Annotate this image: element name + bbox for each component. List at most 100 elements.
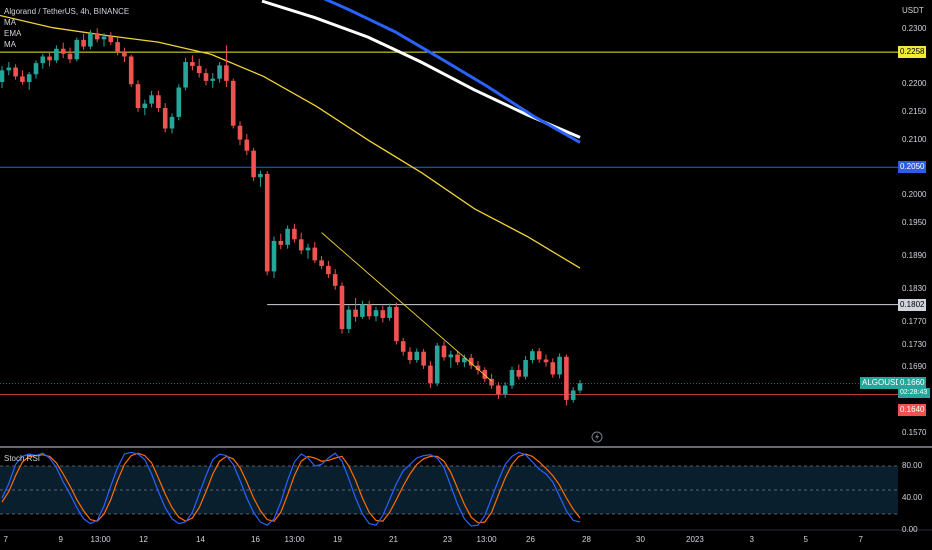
time-tick[interactable]: 21 <box>389 535 398 544</box>
candle-body <box>387 306 392 318</box>
candle-body <box>190 62 195 66</box>
time-tick[interactable]: 28 <box>582 535 591 544</box>
price-tick[interactable]: 0.1770 <box>902 317 927 327</box>
candle-body <box>414 351 420 361</box>
candle-body <box>536 351 542 360</box>
candle-body <box>203 73 209 81</box>
time-tick[interactable]: 3 <box>749 535 754 544</box>
candle-body <box>373 310 379 317</box>
candle-body <box>332 274 338 286</box>
oscillator <box>0 451 898 527</box>
candle-body <box>60 48 66 54</box>
price-tick[interactable]: 0.1690 <box>902 361 927 371</box>
price-tick[interactable]: 0.2200 <box>902 79 927 89</box>
time-tick[interactable]: 16 <box>251 535 260 544</box>
candle-body <box>135 84 141 109</box>
snapshot-button[interactable] <box>591 431 603 443</box>
price-tick[interactable]: 0.2100 <box>902 134 927 144</box>
candle-body <box>353 309 358 317</box>
current-price-tag: 0.1660 <box>898 377 926 390</box>
time-tick[interactable]: 19 <box>333 535 342 544</box>
price-tick[interactable]: 0.2300 <box>902 23 927 33</box>
time-tick[interactable]: 7 <box>858 535 863 544</box>
indicator-ema[interactable]: EMA <box>4 29 22 38</box>
time-tick[interactable]: 30 <box>636 535 645 544</box>
candle-body <box>74 39 80 60</box>
candle-body <box>502 385 508 395</box>
time-tick[interactable]: 7 <box>3 535 8 544</box>
candle-body <box>278 240 284 245</box>
time-tick[interactable]: 23 <box>443 535 452 544</box>
candle-body <box>312 247 318 261</box>
candle-body <box>421 351 426 366</box>
candle-body <box>530 351 535 361</box>
candle-body <box>346 309 352 330</box>
candle-body <box>448 354 454 358</box>
level-price-tag: 0.2050 <box>898 161 926 174</box>
time-tick[interactable]: 5 <box>803 535 808 544</box>
candle-body <box>183 62 188 88</box>
candle-body <box>251 150 256 178</box>
horizontal-levels <box>0 51 898 395</box>
oscillator-tick[interactable]: 80.00 <box>902 461 923 470</box>
time-tick[interactable]: 13:00 <box>284 535 305 544</box>
price-tick[interactable]: 0.2000 <box>902 189 927 199</box>
time-tick[interactable]: 13:00 <box>476 535 497 544</box>
candle-body <box>339 285 345 330</box>
candle-body <box>156 95 161 109</box>
candle-body <box>550 362 556 375</box>
oscillator-tick[interactable]: 40.00 <box>902 493 923 502</box>
candle-body <box>115 42 120 53</box>
price-tick[interactable]: 0.1730 <box>902 339 927 349</box>
indicator-ma-2[interactable]: MA <box>4 40 16 49</box>
candle-body <box>543 359 549 363</box>
candle-body <box>292 228 297 240</box>
price-tick[interactable]: 0.1830 <box>902 284 927 294</box>
candle-body <box>285 228 290 245</box>
lightning-icon[interactable] <box>591 431 603 443</box>
candle-body <box>40 56 46 64</box>
candle-body <box>244 139 250 151</box>
time-tick[interactable]: 2023 <box>686 535 704 544</box>
candle-body <box>577 383 583 391</box>
candle-body <box>319 260 324 266</box>
candle-body <box>6 67 12 71</box>
candle-body <box>217 65 222 79</box>
candle-body <box>305 247 311 251</box>
candle-body <box>516 370 522 377</box>
price-tick[interactable]: 0.1950 <box>902 217 927 227</box>
candle-body <box>258 173 263 178</box>
oscillator-tick[interactable]: 0.00 <box>902 525 918 534</box>
currency-label: USDT <box>902 6 924 15</box>
time-tick[interactable]: 13:00 <box>90 535 111 544</box>
time-tick[interactable]: 26 <box>526 535 535 544</box>
candle-body <box>489 378 494 386</box>
candle-body <box>523 360 528 377</box>
price-tick[interactable]: 0.1570 <box>902 428 927 438</box>
symbol-title[interactable]: Algorand / TetherUS, 4h, BINANCE <box>4 7 130 16</box>
candle-body <box>468 357 474 366</box>
candle-body <box>26 74 32 82</box>
candle-body <box>564 356 569 400</box>
price-tick[interactable]: 0.2150 <box>902 106 927 116</box>
indicator-ma-1[interactable]: MA <box>4 18 16 27</box>
candle-body <box>360 304 365 317</box>
candle-body <box>428 365 433 384</box>
time-tick[interactable]: 9 <box>58 535 63 544</box>
stoch-d-line <box>1 452 581 524</box>
candle-body <box>298 239 304 251</box>
time-tick[interactable]: 14 <box>196 535 205 544</box>
candle-body <box>509 370 515 386</box>
candle-body <box>101 36 107 40</box>
price-tick[interactable]: 0.1890 <box>902 250 927 260</box>
candle-body <box>142 103 148 109</box>
candle-body <box>475 365 481 371</box>
time-tick[interactable]: 12 <box>139 535 148 544</box>
candle-body <box>434 345 440 384</box>
candle-body <box>230 80 236 126</box>
candle-body <box>162 108 168 129</box>
oscillator-title[interactable]: Stoch RSI <box>4 454 41 463</box>
candle-body <box>482 370 488 379</box>
